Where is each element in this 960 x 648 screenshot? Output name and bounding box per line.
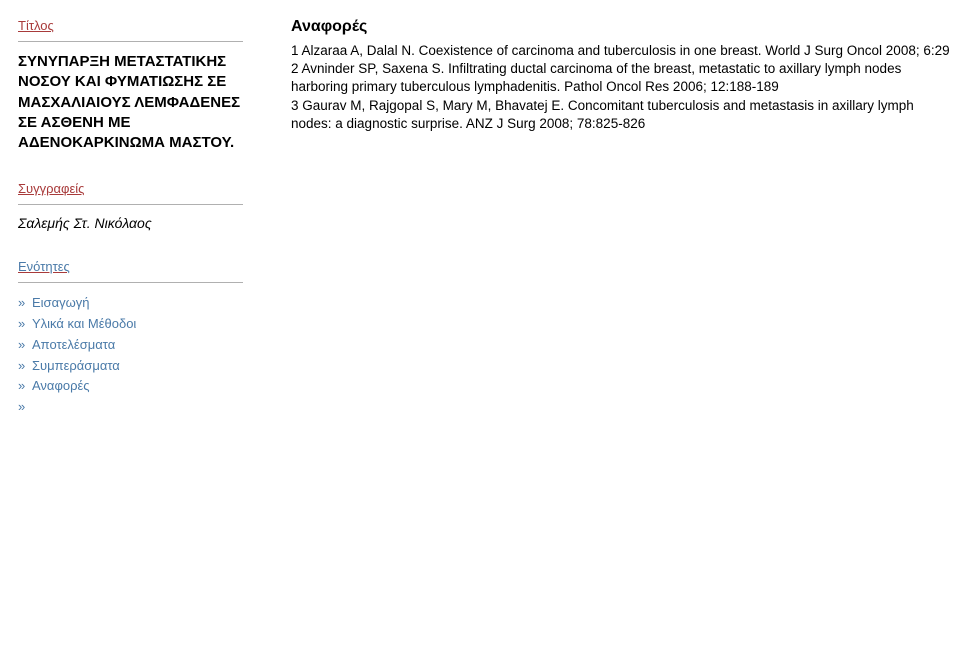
author-name: Σαλεμής Στ. Νικόλαος — [18, 215, 243, 231]
nav-item-intro[interactable]: »Εισαγωγή — [18, 293, 243, 314]
chevron-icon: » — [18, 397, 32, 418]
sections-label: Ενότητες — [18, 259, 243, 274]
chevron-icon: » — [18, 356, 32, 377]
document-title: ΣΥΝΥΠΑΡΞΗ ΜΕΤΑΣΤΑΤΙΚΗΣ ΝΟΣΟΥ ΚΑΙ ΦΥΜΑΤΙΩ… — [18, 52, 243, 153]
title-label: Τίτλος — [18, 18, 243, 33]
nav-item-results[interactable]: »Αποτελέσματα — [18, 335, 243, 356]
references-heading: Αναφορές — [291, 18, 954, 36]
sections-nav: »Εισαγωγή »Υλικά και Μέθοδοι »Αποτελέσμα… — [18, 293, 243, 418]
sidebar: Τίτλος ΣΥΝΥΠΑΡΞΗ ΜΕΤΑΣΤΑΤΙΚΗΣ ΝΟΣΟΥ ΚΑΙ … — [18, 18, 243, 648]
chevron-icon: » — [18, 335, 32, 356]
chevron-icon: » — [18, 293, 32, 314]
nav-item-conclusions[interactable]: »Συμπεράσματα — [18, 356, 243, 377]
nav-item-label: Υλικά και Μέθοδοι — [32, 316, 136, 331]
nav-item-label: Συμπεράσματα — [32, 358, 120, 373]
chevron-icon: » — [18, 376, 32, 397]
references-body: 1 Alzaraa A, Dalal N. Coexistence of car… — [291, 42, 954, 133]
nav-item-label: Αποτελέσματα — [32, 337, 115, 352]
nav-item-methods[interactable]: »Υλικά και Μέθοδοι — [18, 314, 243, 335]
chevron-icon: » — [18, 314, 32, 335]
divider — [18, 282, 243, 283]
sections-label-text: Ενότητες — [18, 259, 70, 274]
main-content: Αναφορές 1 Alzaraa A, Dalal N. Coexisten… — [243, 18, 960, 648]
nav-item-empty: » — [18, 397, 243, 418]
divider — [18, 204, 243, 205]
divider — [18, 41, 243, 42]
authors-label: Συγγραφείς — [18, 181, 243, 196]
nav-item-label: Αναφορές — [32, 378, 90, 393]
nav-item-references[interactable]: »Αναφορές — [18, 376, 243, 397]
nav-item-label: Εισαγωγή — [32, 295, 89, 310]
